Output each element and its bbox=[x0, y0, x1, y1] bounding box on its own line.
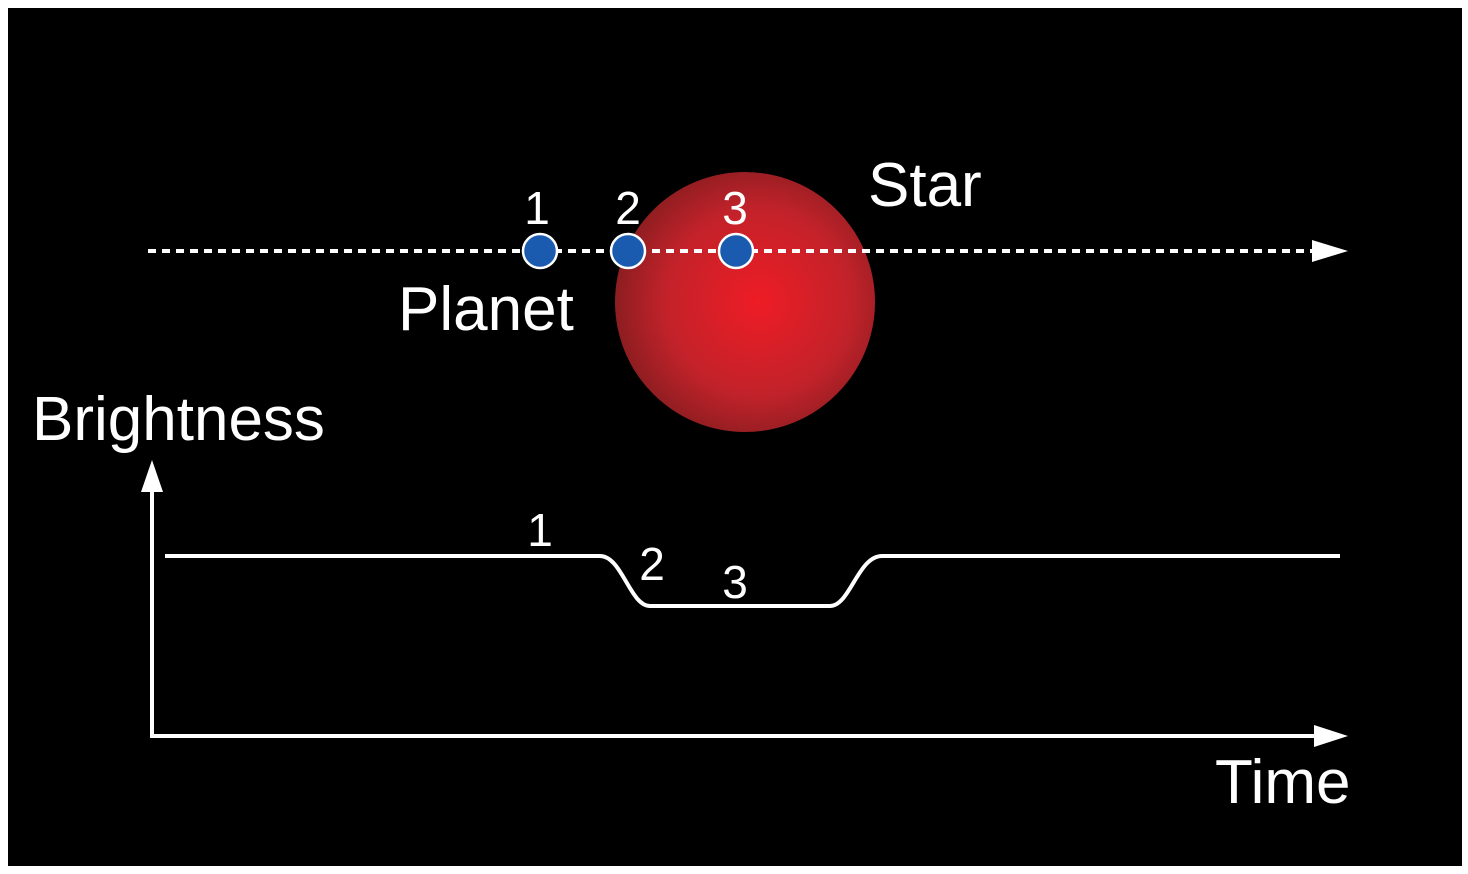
path-arrow bbox=[1312, 240, 1348, 262]
planet bbox=[717, 232, 755, 270]
star-label: Star bbox=[868, 151, 982, 220]
y-axis-arrow bbox=[141, 460, 163, 492]
curve-point-label: 3 bbox=[722, 556, 748, 608]
light-curve bbox=[165, 554, 1340, 608]
position-label: 2 bbox=[615, 182, 641, 234]
curve-point-label: 2 bbox=[639, 538, 665, 590]
curve-point-label: 1 bbox=[527, 504, 553, 556]
planet-label: Planet bbox=[398, 275, 574, 344]
y-axis-label: Brightness bbox=[32, 385, 325, 454]
position-label: 1 bbox=[524, 182, 550, 234]
planet bbox=[609, 232, 647, 270]
x-axis-arrow bbox=[1314, 725, 1348, 747]
position-label: 3 bbox=[722, 182, 748, 234]
background bbox=[8, 8, 1462, 866]
star bbox=[615, 172, 875, 432]
x-axis-label: Time bbox=[1215, 748, 1350, 817]
planet bbox=[521, 232, 559, 270]
